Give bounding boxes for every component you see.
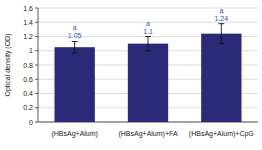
significance-letter: a — [146, 20, 150, 27]
y-tick-label: 0 — [29, 119, 33, 126]
y-tick-label: 0.6 — [23, 76, 33, 83]
y-tick — [35, 50, 38, 51]
error-cap — [145, 36, 151, 37]
bar — [55, 47, 95, 122]
bars — [55, 24, 242, 122]
data-label: 1.1 — [143, 28, 153, 35]
data-label: 1.05 — [68, 32, 82, 39]
error-stem — [74, 41, 75, 52]
y-tick-label: 0.8 — [23, 62, 33, 69]
y-tick-label: 1.4 — [23, 19, 33, 26]
error-cap — [72, 41, 78, 42]
error-cap — [218, 23, 224, 24]
bar — [128, 44, 168, 122]
y-axis-label: Optical density (OD) — [4, 33, 12, 96]
y-tick — [35, 79, 38, 80]
y-tick — [35, 65, 38, 66]
category-label: (HBsAg+Alum) — [51, 130, 97, 138]
y-tick-label: 1.6 — [23, 5, 33, 12]
y-tick — [35, 8, 38, 9]
y-tick — [35, 36, 38, 37]
y-axis — [38, 8, 39, 122]
y-tick — [35, 22, 38, 23]
y-tick — [35, 93, 38, 94]
data-label: 1.24 — [215, 15, 229, 22]
y-tick-label: 1.2 — [23, 33, 33, 40]
error-stem — [148, 37, 149, 51]
error-cap — [72, 52, 78, 53]
chart-svg: 0 0.2 0.4 0.6 0.8 1 1.2 1.4 1.6 Optical density (… — [0, 0, 262, 150]
chart-container: 0 0.2 0.4 0.6 0.8 1 1.2 1.4 1.6 Optical density (… — [0, 0, 262, 150]
category-label: (HBsAg+Alum)+FA — [118, 130, 177, 138]
grid-line — [38, 8, 258, 9]
error-bar — [72, 41, 78, 52]
significance-letter: a — [73, 24, 77, 31]
significance-letter: a — [219, 7, 223, 14]
error-cap — [218, 43, 224, 44]
error-bar — [218, 24, 224, 44]
bar — [201, 34, 241, 122]
y-tick-label: 0.2 — [23, 104, 33, 111]
y-tick-label: 0.4 — [23, 90, 33, 97]
y-tick — [35, 107, 38, 108]
y-tick — [35, 122, 38, 123]
error-bar — [145, 37, 151, 51]
error-cap — [145, 50, 151, 51]
category-label: (HBsAg+Alum)+CpG — [189, 130, 254, 138]
error-stem — [221, 24, 222, 44]
y-tick-label: 1 — [29, 47, 33, 54]
